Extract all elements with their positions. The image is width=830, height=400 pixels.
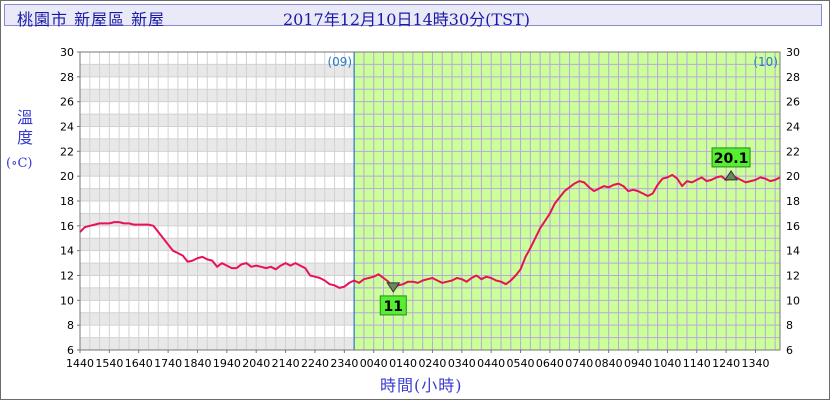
y-tick-label-left: 8 xyxy=(67,319,74,332)
y-tick-label-right: 22 xyxy=(786,145,800,158)
y-tick-label-left: 30 xyxy=(60,46,74,59)
y-tick-label-right: 20 xyxy=(786,170,800,183)
observation-time: 2017年12月10日14時30分(TST) xyxy=(283,10,530,29)
y-tick-label-right: 10 xyxy=(786,294,800,307)
y-axis-label: 溫 度 xyxy=(14,108,36,148)
day-marker-label: (09) xyxy=(327,55,352,69)
min-value-box xyxy=(379,295,407,316)
x-tick-label: 0840 xyxy=(595,357,623,370)
max-marker-triangle xyxy=(724,170,738,181)
x-tick-label: 0540 xyxy=(507,357,535,370)
y-tick-label-right: 14 xyxy=(786,245,800,258)
x-tick-label: 1540 xyxy=(95,357,123,370)
y-tick-label-right: 18 xyxy=(786,195,800,208)
y-tick-label-left: 10 xyxy=(60,294,74,307)
chart-header: 桃園市 新屋區 新屋 2017年12月10日14時30分(TST) xyxy=(4,4,822,29)
x-tick-label: 1740 xyxy=(154,357,182,370)
y-tick-label-left: 22 xyxy=(60,145,74,158)
x-tick-label: 1040 xyxy=(653,357,681,370)
y-axis-unit: (∘C) xyxy=(6,156,33,171)
y-tick-label-right: 28 xyxy=(786,71,800,84)
x-tick-label: 1240 xyxy=(712,357,740,370)
min-value-label: 11 xyxy=(384,299,403,315)
y-tick-label-right: 6 xyxy=(786,344,793,357)
y-tick-label-left: 16 xyxy=(60,220,74,233)
x-tick-label: 1440 xyxy=(66,357,94,370)
x-tick-label: 1940 xyxy=(213,357,241,370)
x-tick-label: 0340 xyxy=(448,357,476,370)
y-tick-label-right: 26 xyxy=(786,96,800,109)
y-tick-label-right: 8 xyxy=(786,319,793,332)
y-tick-label-left: 20 xyxy=(60,170,74,183)
y-tick-label-right: 16 xyxy=(786,220,800,233)
x-tick-label: 0140 xyxy=(389,357,417,370)
min-marker-triangle xyxy=(386,282,401,293)
x-tick-label: 0040 xyxy=(360,357,388,370)
day-marker-label: (10) xyxy=(753,55,778,69)
y-tick-label-left: 18 xyxy=(60,195,74,208)
y-tick-label-right: 12 xyxy=(786,270,800,283)
y-tick-label-right: 24 xyxy=(786,121,800,134)
station-name: 桃園市 新屋區 新屋 xyxy=(17,10,166,29)
y-axis-label-char: 度 xyxy=(16,128,33,147)
x-tick-label: 2240 xyxy=(301,357,329,370)
x-tick-label: 0240 xyxy=(418,357,446,370)
x-tick-label: 0440 xyxy=(477,357,505,370)
max-value-box xyxy=(711,147,751,168)
y-tick-label-left: 28 xyxy=(60,71,74,84)
x-tick-label: 1140 xyxy=(683,357,711,370)
x-axis-label: 時間(小時) xyxy=(380,376,463,395)
x-tick-label: 1840 xyxy=(183,357,211,370)
x-tick-label: 0940 xyxy=(624,357,652,370)
y-tick-label-left: 26 xyxy=(60,96,74,109)
x-tick-label: 2140 xyxy=(272,357,300,370)
y-tick-label-left: 6 xyxy=(67,344,74,357)
y-axis-label-char: 溫 xyxy=(16,108,33,127)
x-tick-label: 0640 xyxy=(536,357,564,370)
y-tick-label-right: 30 xyxy=(786,46,800,59)
y-tick-label-left: 24 xyxy=(60,121,74,134)
max-value-label: 20.1 xyxy=(714,151,749,167)
y-tick-label-left: 14 xyxy=(60,245,74,258)
x-tick-label: 2040 xyxy=(242,357,270,370)
temperature-line xyxy=(79,173,781,289)
x-tick-label: 1340 xyxy=(742,357,770,370)
x-tick-label: 1640 xyxy=(125,357,153,370)
x-tick-label: 2340 xyxy=(330,357,358,370)
x-tick-label: 0740 xyxy=(565,357,593,370)
y-tick-label-left: 12 xyxy=(60,270,74,283)
